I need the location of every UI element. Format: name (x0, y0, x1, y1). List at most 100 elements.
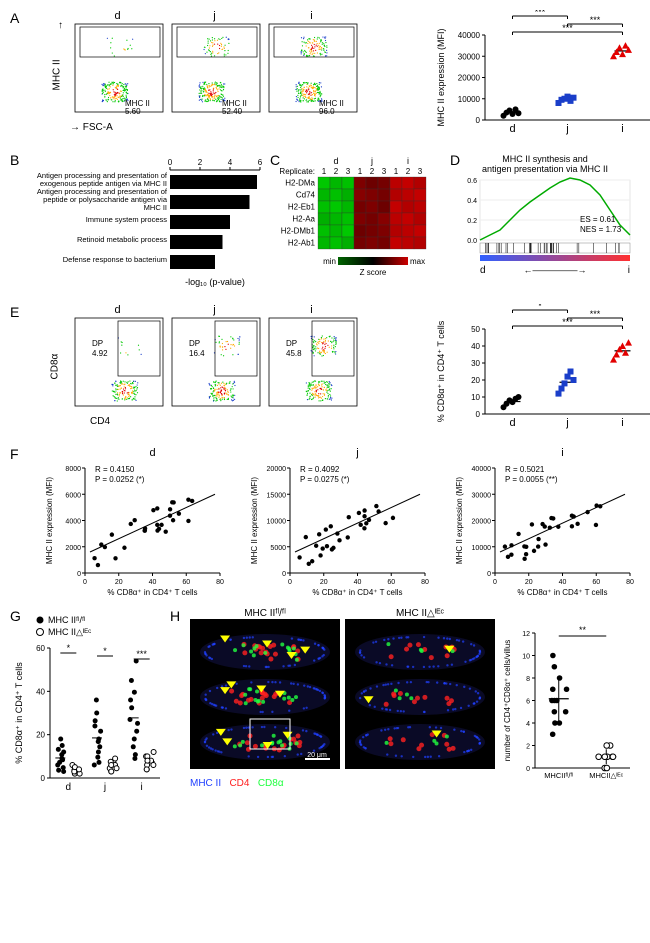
svg-text:% CD8α⁺ in CD4⁺ T cells: % CD8α⁺ in CD4⁺ T cells (436, 320, 446, 422)
panel-a: A MHC II ↑ dMHC II5.60jMHC II52.40iMHC I… (10, 10, 650, 140)
svg-text:H2-Eb1: H2-Eb1 (288, 202, 316, 211)
svg-text:d: d (66, 782, 72, 793)
svg-text:MHC II expression (MFI): MHC II expression (MFI) (436, 28, 446, 126)
panel-d-gsea: MHC II synthesis andantigen presentation… (450, 152, 640, 292)
svg-text:45.8: 45.8 (286, 349, 302, 358)
svg-text:MHC II expression (MFI): MHC II expression (MFI) (250, 477, 259, 564)
svg-text:50: 50 (471, 325, 480, 334)
svg-text:0: 0 (41, 774, 46, 783)
svg-text:DP: DP (286, 339, 297, 348)
svg-text:R = 0.4092: R = 0.4092 (300, 465, 340, 474)
svg-text:40: 40 (36, 687, 45, 696)
svg-text:0: 0 (476, 410, 481, 419)
svg-text:d: d (333, 156, 338, 166)
svg-text:60: 60 (182, 579, 190, 586)
svg-text:30000: 30000 (458, 52, 481, 61)
panel-h-label: H (170, 608, 180, 624)
svg-text:% CD8α⁺ in CD4⁺ T cells: % CD8α⁺ in CD4⁺ T cells (107, 588, 197, 596)
svg-text:j: j (565, 417, 568, 429)
svg-text:30: 30 (471, 359, 480, 368)
svg-text:20: 20 (320, 579, 328, 586)
panel-a-chart: 0 10000 20000 30000 40000 MHC II expression (… (430, 10, 650, 140)
svg-text:40000: 40000 (472, 466, 492, 473)
svg-text:2: 2 (334, 167, 339, 176)
svg-text:40000: 40000 (458, 31, 481, 40)
svg-text:3: 3 (382, 167, 387, 176)
svg-text:4: 4 (228, 158, 233, 167)
svg-text:0.0: 0.0 (467, 238, 477, 245)
svg-text:R = 0.5021: R = 0.5021 (505, 465, 545, 474)
svg-text:min: min (323, 257, 336, 266)
svg-text:80: 80 (216, 579, 224, 586)
svg-text:MHCII△ᴵᴱᶜ: MHCII△ᴵᴱᶜ (589, 771, 623, 780)
svg-text:0: 0 (476, 116, 481, 125)
panel-h-title2: MHC II△ᴵᴱᶜ (345, 608, 495, 619)
panel-c-label: C (270, 152, 280, 168)
svg-text:10: 10 (522, 654, 530, 661)
svg-text:number of CD4⁺CD8α⁺ cells/vill: number of CD4⁺CD8α⁺ cells/villus (503, 640, 512, 762)
svg-text:60: 60 (592, 579, 600, 586)
svg-text:6: 6 (258, 158, 263, 167)
svg-text:20000: 20000 (267, 466, 287, 473)
svg-text:MHC IIᶠˡ/ᶠˡ: MHC IIᶠˡ/ᶠˡ (48, 615, 85, 625)
svg-text:0: 0 (487, 571, 491, 578)
panel-a-label: A (10, 10, 19, 26)
svg-text:MHC II expression (MFI): MHC II expression (MFI) (455, 477, 464, 564)
svg-text:5.60: 5.60 (125, 107, 141, 116)
svg-text:i: i (561, 447, 563, 459)
svg-text:10000: 10000 (267, 519, 287, 526)
svg-text:0: 0 (168, 158, 173, 167)
svg-text:**: ** (579, 625, 587, 635)
svg-text:d: d (149, 447, 155, 459)
svg-text:P = 0.0055 (**): P = 0.0055 (**) (505, 475, 558, 484)
svg-text:6: 6 (526, 699, 530, 706)
panel-g-chart: MHC IIᶠˡ/ᶠˡMHC II△ᴵᴱᶜ0204060% CD8α⁺ in C… (10, 608, 170, 808)
panel-b-label: B (10, 152, 19, 168)
cd8a-marker: CD8α (258, 778, 284, 789)
svg-text:d: d (509, 417, 515, 429)
svg-text:96.0: 96.0 (319, 107, 335, 116)
panel-e-label: E (10, 304, 19, 320)
svg-text:5000: 5000 (270, 545, 286, 552)
svg-text:d: d (480, 265, 486, 276)
panel-bcd-row: B 0246Antigen processing and presentatio… (10, 152, 650, 292)
svg-text:60: 60 (387, 579, 395, 586)
svg-text:MHCIIᶠˡ/ᶠˡ: MHCIIᶠˡ/ᶠˡ (544, 771, 573, 780)
svg-text:20: 20 (525, 579, 533, 586)
svg-text:20000: 20000 (458, 74, 481, 83)
svg-text:0: 0 (526, 766, 530, 773)
svg-text:6000: 6000 (65, 492, 81, 499)
panel-g-label: G (10, 608, 21, 624)
svg-text:*: * (103, 646, 107, 656)
panel-h-image2 (345, 619, 495, 769)
svg-text:4000: 4000 (65, 519, 81, 526)
panel-e-chart: 01020304050% CD8α⁺ in CD4⁺ T cellsdji***… (430, 304, 650, 434)
svg-text:H2-DMb1: H2-DMb1 (281, 226, 316, 235)
svg-text:10000: 10000 (472, 545, 492, 552)
svg-text:i: i (141, 782, 143, 793)
svg-text:0: 0 (288, 579, 292, 586)
svg-text:% CD8α⁺ in CD4⁺ T cells: % CD8α⁺ in CD4⁺ T cells (14, 662, 24, 764)
svg-text:1: 1 (358, 167, 363, 176)
svg-text:2: 2 (526, 744, 530, 751)
mhcii-marker: MHC II (190, 778, 221, 789)
svg-text:% CD8α⁺ in CD4⁺ T cells: % CD8α⁺ in CD4⁺ T cells (312, 588, 402, 596)
svg-text:***: *** (590, 309, 601, 319)
svg-text:Replicate:: Replicate: (279, 167, 315, 176)
svg-text:% CD8α⁺ in CD4⁺ T cells: % CD8α⁺ in CD4⁺ T cells (517, 588, 607, 596)
svg-text:antigen presentation via MHC I: antigen presentation via MHC II (482, 164, 608, 174)
svg-text:2000: 2000 (65, 545, 81, 552)
svg-text:2: 2 (198, 158, 203, 167)
panel-a-xaxis: FSC-A (83, 122, 113, 133)
svg-text:i: i (407, 156, 409, 166)
panel-h-chart: 024681012number of CD4⁺CD8α⁺ cells/villu… (500, 618, 640, 798)
svg-text:P = 0.0252 (*): P = 0.0252 (*) (95, 475, 145, 484)
svg-text:10000: 10000 (458, 95, 481, 104)
svg-text:i: i (628, 265, 630, 276)
svg-text:8000: 8000 (65, 466, 81, 473)
svg-text:MHC II: MHC II (144, 203, 167, 212)
svg-text:i: i (621, 417, 623, 429)
svg-text:***: *** (535, 10, 546, 17)
svg-text:4.92: 4.92 (92, 349, 108, 358)
svg-text:H2-Ab1: H2-Ab1 (288, 238, 316, 247)
